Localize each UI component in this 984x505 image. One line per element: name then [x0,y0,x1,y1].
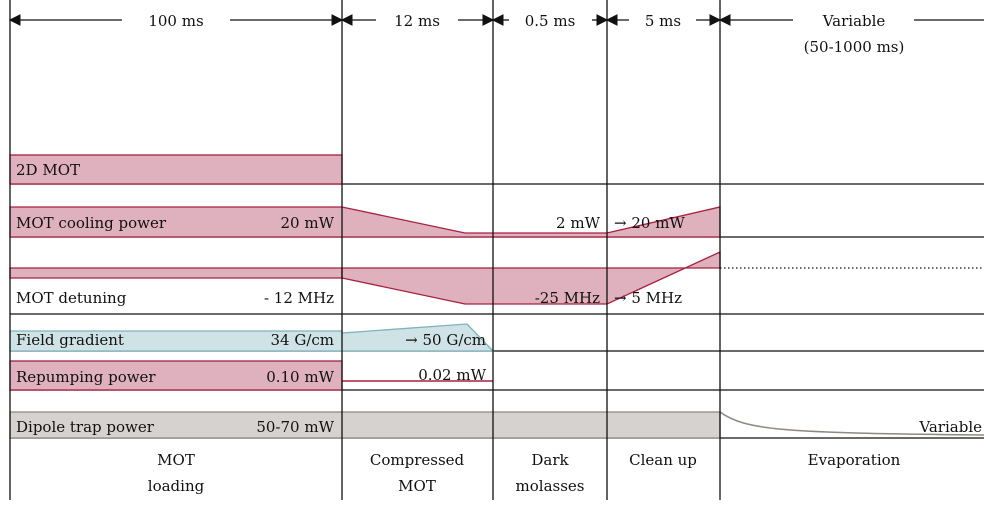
row-label-mot-detuning: MOT detuning [16,289,127,307]
phase-label-cleanup: Clean up [629,451,697,469]
row-value-detuning-molasses: -25 MHz [535,289,600,307]
phase-label-cmot-line1: Compressed [370,451,465,469]
duration-mot-loading: 100 ms [148,12,203,30]
row-value-dipole-start: 50-70 mW [256,418,334,436]
duration-dark-molasses: 0.5 ms [525,12,576,30]
row-value-cooling-molasses: 2 mW [556,214,601,232]
row-value-repump-start: 0.10 mW [266,368,334,386]
row-value-dipole-evap: Variable [918,418,982,436]
phase-label-molasses-line1: Dark [531,451,569,469]
dipole-evaporation-curve [719,411,984,436]
repump-bar-mot [9,360,343,391]
row-value-gradient-cmot: → 50 G/cm [405,331,486,349]
phase-label-mot-line1: MOT [157,451,195,469]
row-value-detuning-cleanup: → 5 MHz [614,289,682,307]
row-value-gradient-start: 34 G/cm [270,331,334,349]
row-value-cooling-start: 20 mW [281,214,335,232]
phase-label-molasses-line2: molasses [516,477,585,495]
row-value-cooling-cleanup: → 20 mW [614,214,685,232]
detuning-shape [9,267,343,279]
phase-label-evaporation: Evaporation [808,451,901,469]
phase-label-cmot-line2: MOT [398,477,436,495]
duration-compressed-mot: 12 ms [394,12,440,30]
phase-boundaries [9,0,721,500]
row-label-dipole-trap-power: Dipole trap power [16,418,155,436]
row-label-2d-mot: 2D MOT [16,161,80,179]
row-label-mot-cooling-power: MOT cooling power [16,214,167,232]
row-label-field-gradient: Field gradient [16,331,124,349]
phase-label-mot-line2: loading [148,477,205,495]
row-label-repumping-power: Repumping power [16,368,156,386]
duration-evaporation: Variable [822,12,886,30]
duration-clean-up: 5 ms [645,12,681,30]
row-value-repump-cmot: 0.02 mW [418,366,486,384]
row-value-detuning-start: - 12 MHz [264,289,334,307]
duration-evaporation-range: (50-1000 ms) [804,38,905,56]
mot2d-bar [9,154,343,185]
